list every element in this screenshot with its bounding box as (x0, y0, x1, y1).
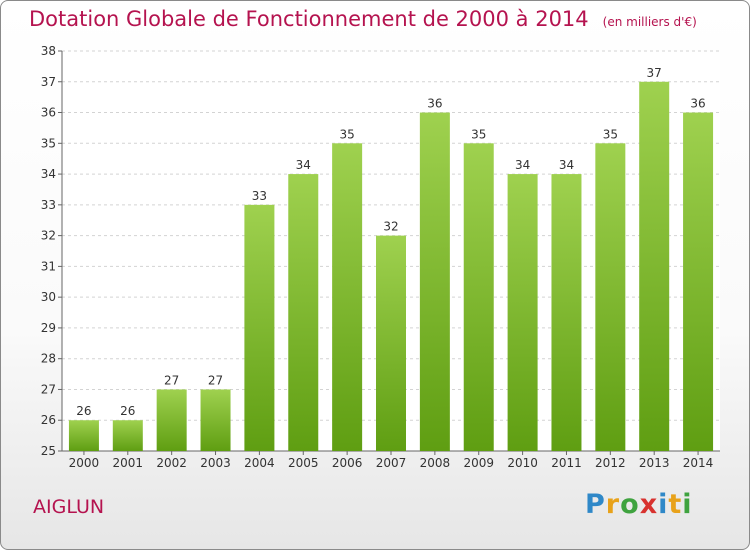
bar (463, 143, 494, 452)
logo-letter: x (639, 489, 659, 520)
x-tick-label: 2004 (244, 456, 275, 470)
bar-value-label: 36 (690, 97, 705, 111)
x-tick-label: 2000 (69, 456, 100, 470)
bar (507, 174, 538, 452)
x-tick-label: 2002 (156, 456, 187, 470)
proxiti-logo: Proxiti (585, 489, 693, 520)
y-tick-label: 32 (41, 229, 56, 243)
bar (683, 112, 714, 452)
y-tick-label: 28 (41, 352, 56, 366)
y-tick-label: 31 (41, 259, 56, 273)
y-tick-label: 38 (41, 44, 56, 58)
x-tick-label: 2011 (551, 456, 582, 470)
chart-unit: (en milliers d'€) (602, 15, 697, 29)
x-tick-label: 2001 (113, 456, 144, 470)
bar-value-label: 32 (383, 220, 398, 234)
y-tick-label: 30 (41, 290, 56, 304)
x-tick-label: 2005 (288, 456, 319, 470)
bar (551, 174, 582, 452)
y-tick-label: 26 (41, 413, 56, 427)
x-tick-label: 2014 (683, 456, 714, 470)
logo-letter: P (585, 489, 606, 520)
y-tick-label: 25 (41, 444, 56, 458)
bar-value-label: 35 (471, 127, 486, 141)
y-tick-label: 33 (41, 198, 56, 212)
bar (244, 204, 275, 451)
bar-value-label: 27 (164, 373, 179, 387)
y-tick-label: 34 (41, 167, 56, 181)
x-tick-label: 2012 (595, 456, 626, 470)
x-tick-label: 2013 (639, 456, 670, 470)
bar (419, 112, 450, 452)
bar-value-label: 34 (515, 158, 530, 172)
bar (376, 235, 406, 451)
y-tick-label: 36 (41, 106, 56, 120)
bar (112, 420, 143, 451)
bar (639, 81, 670, 452)
y-tick-label: 37 (41, 75, 56, 89)
chart-title-text: Dotation Globale de Fonctionnement de 20… (29, 7, 589, 31)
bar-value-label: 37 (647, 66, 662, 80)
chart-title: Dotation Globale de Fonctionnement de 20… (29, 7, 697, 31)
x-tick-label: 2010 (507, 456, 538, 470)
y-tick-label: 27 (41, 382, 56, 396)
logo-letter: i (682, 489, 693, 520)
bar (332, 143, 363, 452)
bar-value-label: 34 (559, 158, 574, 172)
x-tick-label: 2003 (200, 456, 231, 470)
logo-letter: t (668, 489, 683, 520)
commune-name: AIGLUN (33, 496, 105, 518)
bar-value-label: 26 (120, 404, 135, 418)
bar-value-label: 35 (339, 127, 354, 141)
bar-value-label: 27 (208, 373, 223, 387)
bar (200, 389, 231, 451)
bar-value-label: 34 (296, 158, 311, 172)
x-tick-label: 2006 (332, 456, 363, 470)
bar (156, 389, 187, 451)
bar-value-label: 33 (252, 189, 267, 203)
bar (68, 420, 99, 451)
logo-letter: r (605, 489, 621, 520)
bar-value-label: 35 (603, 127, 618, 141)
bar-value-label: 36 (427, 97, 442, 111)
logo-letter: i (658, 489, 669, 520)
bar (595, 143, 626, 452)
x-tick-label: 2007 (376, 456, 407, 470)
bar-value-label: 26 (76, 404, 91, 418)
x-tick-label: 2008 (420, 456, 451, 470)
y-tick-label: 29 (41, 321, 56, 335)
logo-letter: o (620, 489, 640, 520)
x-tick-label: 2009 (463, 456, 494, 470)
y-tick-label: 35 (41, 136, 56, 150)
bar (288, 174, 319, 452)
